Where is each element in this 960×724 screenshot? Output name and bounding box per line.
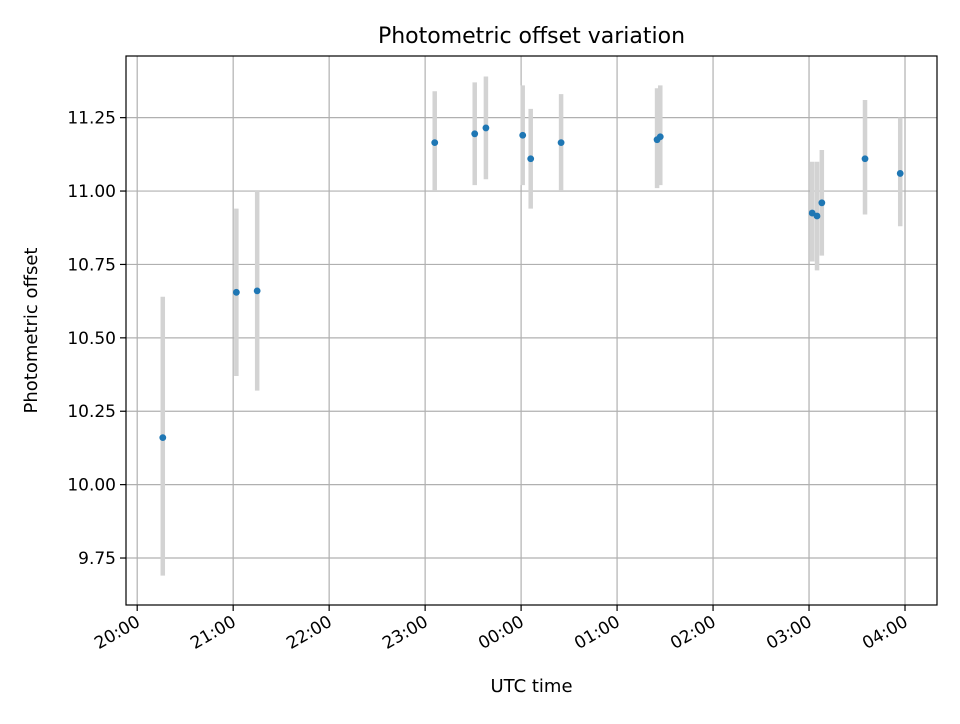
y-tick-label: 11.00 [67,182,116,202]
y-tick-label: 11.25 [67,109,116,129]
y-tick-label: 9.75 [78,549,116,569]
data-point [471,130,479,138]
data-points [159,124,904,442]
data-point [232,288,240,296]
y-tick-label: 10.25 [67,402,116,422]
y-tick-label: 10.00 [67,476,116,496]
y-tick-label: 10.75 [67,255,116,275]
data-point [431,139,439,147]
data-point [482,124,490,132]
y-axis-label: Photometric offset [21,248,42,414]
data-point [818,199,826,207]
chart-title: Photometric offset variation [378,24,685,49]
plot-frame [125,55,938,606]
data-point [896,170,904,177]
grid-lines [126,56,937,605]
data-point [557,139,565,147]
data-point [519,131,527,139]
data-point [253,287,261,295]
y-axis-ticks: 9.75 10.00 10.25 10.50 10.75 11.00 11.25 [67,109,126,569]
data-point [527,155,535,163]
data-point [159,434,167,442]
x-axis-label: UTC time [490,676,572,697]
data-point [861,155,869,163]
data-point [813,212,821,220]
data-point [656,133,664,141]
y-tick-label: 10.50 [67,329,116,349]
